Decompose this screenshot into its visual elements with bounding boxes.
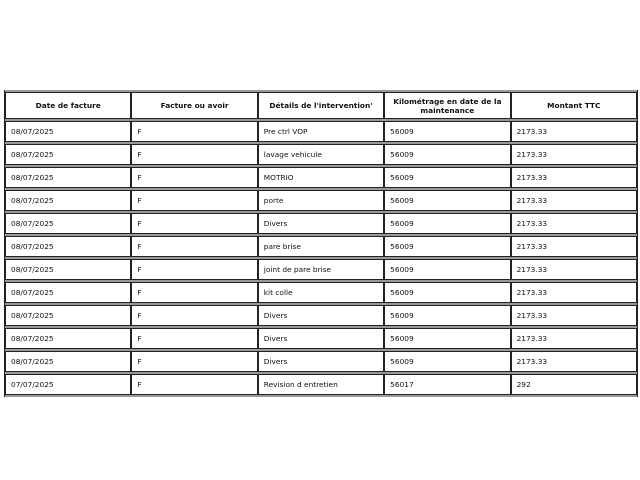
cell-mileage: 56009 [384, 328, 511, 349]
cell-amount: 292 [510, 374, 637, 395]
cell-mileage: 56009 [384, 259, 511, 280]
column-header-mileage: Kilométrage en date de la maintenance [384, 92, 511, 119]
cell-date: 08/07/2025 [5, 282, 132, 303]
cell-date: 08/07/2025 [5, 259, 132, 280]
column-header-amount: Montant TTC [510, 92, 637, 119]
cell-details: Divers [257, 213, 385, 234]
cell-date: 08/07/2025 [5, 351, 132, 372]
cell-type: F [131, 236, 258, 257]
column-header-type: Facture ou avoir [131, 92, 258, 119]
cell-type: F [131, 190, 258, 211]
cell-amount: 2173.33 [510, 351, 637, 372]
cell-date: 08/07/2025 [5, 144, 132, 165]
cell-amount: 2173.33 [510, 282, 637, 303]
maintenance-table: Date de facture Facture ou avoir Détails d… [5, 90, 637, 397]
cell-details: Revision d entretien [257, 374, 385, 395]
cell-amount: 2173.33 [510, 167, 637, 188]
cell-details: MOTRIO [257, 167, 385, 188]
cell-details: Pre ctrl VOP [257, 121, 385, 142]
cell-mileage: 56009 [384, 282, 511, 303]
cell-mileage: 56009 [384, 213, 511, 234]
cell-type: F [131, 374, 258, 395]
table-row: 08/07/2025 F Pre ctrl VOP 56009 2173.33 [5, 121, 637, 142]
cell-details: Divers [257, 351, 385, 372]
cell-mileage: 56009 [384, 167, 511, 188]
cell-type: F [131, 121, 258, 142]
cell-type: F [131, 259, 258, 280]
table-row: 08/07/2025 F Divers 56009 2173.33 [5, 305, 637, 326]
cell-date: 08/07/2025 [5, 213, 132, 234]
table-row: 08/07/2025 F Divers 56009 2173.33 [5, 213, 637, 234]
cell-amount: 2173.33 [510, 236, 637, 257]
cell-details: Divers [257, 328, 385, 349]
cell-date: 08/07/2025 [5, 236, 132, 257]
table-row: 07/07/2025 F Revision d entretien 56017 292 [5, 374, 637, 395]
cell-type: F [131, 282, 258, 303]
cell-type: F [131, 213, 258, 234]
cell-date: 08/07/2025 [5, 328, 132, 349]
cell-amount: 2173.33 [510, 213, 637, 234]
cell-details: kit colle [257, 282, 385, 303]
cell-details: joint de pare brise [257, 259, 385, 280]
cell-type: F [131, 328, 258, 349]
cell-mileage: 56017 [384, 374, 511, 395]
cell-amount: 2173.33 [510, 328, 637, 349]
cell-mileage: 56009 [384, 305, 511, 326]
cell-mileage: 56009 [384, 121, 511, 142]
cell-details: pare brise [257, 236, 385, 257]
cell-mileage: 56009 [384, 351, 511, 372]
cell-date: 08/07/2025 [5, 305, 132, 326]
table-row: 08/07/2025 F MOTRIO 56009 2173.33 [5, 167, 637, 188]
cell-type: F [131, 144, 258, 165]
table-header-row: Date de facture Facture ou avoir Détails d… [5, 92, 637, 119]
cell-date: 08/07/2025 [5, 167, 132, 188]
cell-details: Divers [257, 305, 385, 326]
column-header-details: Détails de l'intervention' [257, 92, 385, 119]
cell-amount: 2173.33 [510, 144, 637, 165]
maintenance-table-container: Date de facture Facture ou avoir Détails d… [4, 90, 638, 397]
cell-details: porte [257, 190, 385, 211]
cell-mileage: 56009 [384, 144, 511, 165]
cell-details: lavage vehicule [257, 144, 385, 165]
column-header-date: Date de facture [5, 92, 132, 119]
cell-amount: 2173.33 [510, 305, 637, 326]
cell-amount: 2173.33 [510, 190, 637, 211]
cell-mileage: 56009 [384, 236, 511, 257]
cell-mileage: 56009 [384, 190, 511, 211]
cell-type: F [131, 351, 258, 372]
cell-type: F [131, 305, 258, 326]
table-row: 08/07/2025 F Divers 56009 2173.33 [5, 351, 637, 372]
cell-date: 08/07/2025 [5, 121, 132, 142]
cell-date: 07/07/2025 [5, 374, 132, 395]
cell-amount: 2173.33 [510, 121, 637, 142]
cell-date: 08/07/2025 [5, 190, 132, 211]
cell-type: F [131, 167, 258, 188]
table-row: 08/07/2025 F Divers 56009 2173.33 [5, 328, 637, 349]
cell-amount: 2173.33 [510, 259, 637, 280]
